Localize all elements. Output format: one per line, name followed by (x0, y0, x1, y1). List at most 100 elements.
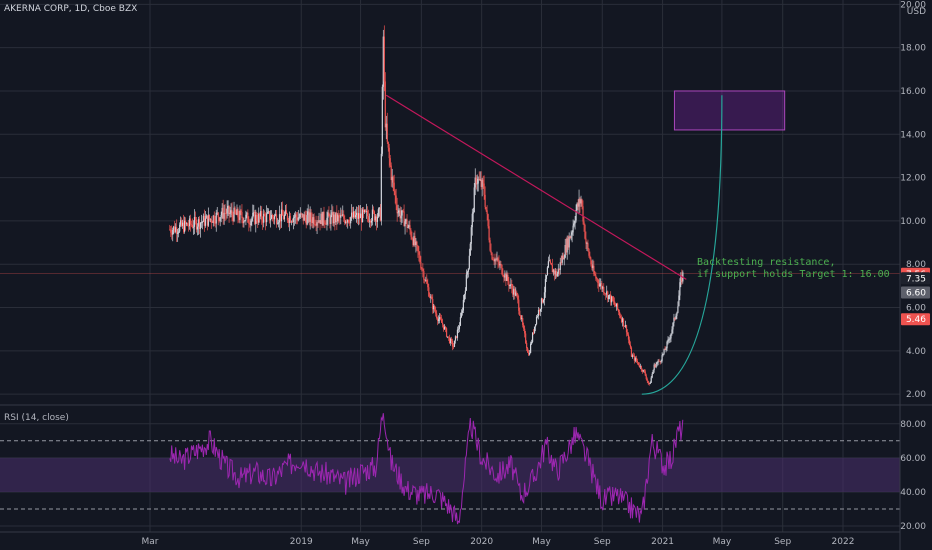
candle-body (541, 298, 544, 303)
candle-body (339, 215, 341, 218)
rsi-y-tick-label: 20.00 (900, 522, 926, 532)
candle-body (491, 253, 493, 260)
candle-body (514, 288, 516, 296)
candle-body (347, 220, 349, 223)
price-badge-label: 6.60 (906, 289, 926, 299)
candle-body (570, 234, 572, 239)
candle-body (501, 264, 503, 275)
candle-body (572, 225, 574, 233)
candle-body (206, 215, 208, 226)
candle-body (601, 283, 603, 289)
candle-body (538, 310, 541, 312)
y-tick-label: 2.00 (906, 390, 926, 400)
candle-body (653, 364, 655, 371)
candle-body (334, 214, 336, 223)
candle-body (540, 298, 543, 309)
candle-body (186, 223, 189, 226)
candle-body (495, 259, 497, 260)
rsi-line[interactable] (169, 413, 684, 525)
candle-body (629, 344, 632, 348)
candle-body (443, 324, 445, 330)
candle-body (358, 213, 361, 219)
candle-body (222, 207, 224, 219)
candle-body (486, 210, 488, 215)
target-zone-box[interactable] (673, 90, 786, 131)
candle-body (525, 333, 527, 343)
candle-body (411, 236, 413, 240)
candle-body (588, 248, 590, 256)
candle-body (510, 284, 512, 286)
candle-body (275, 214, 278, 224)
rsi-indicator-label[interactable]: RSI (14, close) (4, 413, 69, 423)
candle-body (591, 264, 593, 269)
candle-body (627, 334, 630, 340)
price-badge (901, 272, 930, 285)
candle-body (417, 245, 419, 252)
candle-body (613, 300, 615, 302)
candle-body (539, 308, 542, 312)
candle-body (380, 153, 382, 221)
candle-body (389, 158, 391, 166)
candle-body (482, 179, 484, 184)
candle-body (599, 284, 601, 287)
y-tick-label: 16.00 (900, 87, 926, 97)
candle-body (277, 222, 280, 224)
candle-body (562, 255, 564, 260)
candle-body (680, 275, 682, 283)
candle-body (517, 293, 519, 300)
candle-body (573, 223, 575, 226)
candle-body (456, 329, 459, 338)
candle-body (493, 259, 495, 262)
candle-body (656, 362, 658, 365)
annotation-text[interactable]: Backtesting resistance, if support holds… (697, 257, 890, 281)
candle-body (523, 324, 525, 329)
rsi-y-tick-label: 60.00 (900, 454, 926, 464)
candle-body (181, 220, 183, 226)
candle-body (378, 207, 380, 210)
candle-body (170, 229, 172, 233)
candle-body (649, 382, 651, 385)
candle-body (279, 214, 282, 222)
candle-body (534, 324, 537, 327)
candle-body (374, 216, 376, 221)
candle-body (257, 221, 259, 223)
candle-body (469, 243, 471, 256)
candle-body (558, 268, 560, 270)
candle-body (608, 295, 610, 300)
candle-body (425, 279, 427, 281)
candle-body (424, 279, 426, 281)
resistance-trendline[interactable] (385, 94, 687, 280)
candle-body (393, 182, 395, 192)
candle-body (597, 279, 599, 284)
candle-body (396, 205, 398, 214)
candle-body (322, 211, 324, 226)
candle-body (567, 238, 569, 248)
candle-body (618, 311, 621, 316)
support-arc[interactable] (641, 95, 723, 395)
candle-body (681, 275, 683, 282)
candle-body (604, 293, 606, 294)
candle-body (254, 211, 256, 224)
candle-body (621, 318, 624, 323)
candle-body (590, 258, 592, 265)
candle-body (341, 214, 343, 216)
candle-body (441, 319, 443, 323)
candle-body (231, 210, 233, 215)
candle-body (269, 211, 271, 221)
rsi-pane[interactable] (169, 413, 684, 525)
candle-body (284, 210, 287, 215)
candle-body (226, 208, 228, 214)
candle-body (195, 219, 198, 230)
candle-body (215, 212, 217, 224)
candle-body (228, 205, 230, 215)
candle-body (647, 380, 649, 383)
candle-body (298, 217, 300, 219)
candle-body (377, 209, 379, 217)
candle-body (662, 353, 664, 356)
candle-body (253, 211, 255, 213)
x-tick-label: May (351, 537, 370, 547)
candle-body (182, 222, 184, 226)
price-pane[interactable] (0, 25, 900, 395)
candle-body (642, 369, 644, 372)
candle-body (264, 213, 266, 216)
